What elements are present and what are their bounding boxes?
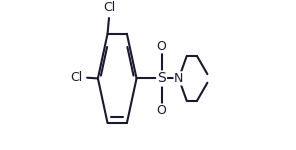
Text: N: N <box>174 72 184 85</box>
Text: S: S <box>157 71 166 85</box>
Text: Cl: Cl <box>103 2 115 14</box>
Text: O: O <box>157 104 167 117</box>
Text: Cl: Cl <box>70 71 83 84</box>
Text: O: O <box>157 40 167 53</box>
